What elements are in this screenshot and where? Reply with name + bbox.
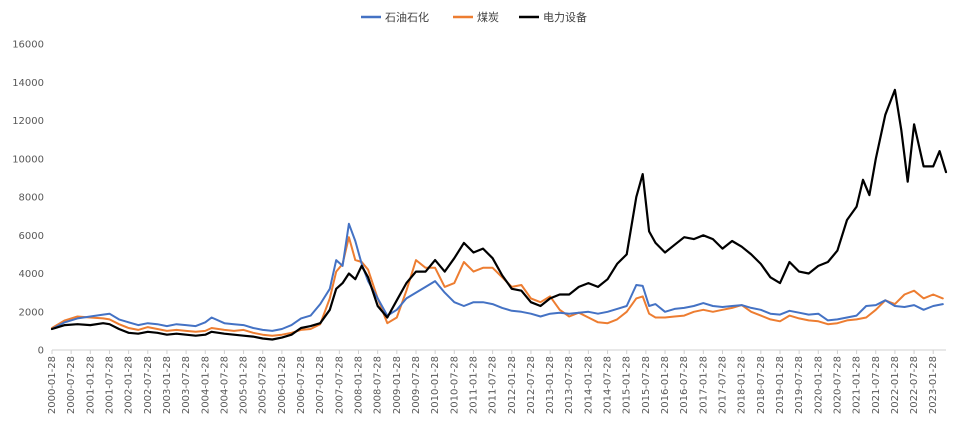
y-tick-label: 8000: [19, 193, 44, 204]
x-tick-label: 2013-01-28: [545, 356, 556, 414]
x-tick-label: 2005-07-28: [258, 356, 269, 414]
x-tick-label: 2010-07-28: [449, 356, 460, 414]
y-axis: 0 2000 4000 6000 8000 10000 12000 14000 16000: [12, 40, 44, 357]
x-tick-label: 2003-01-28: [162, 356, 173, 414]
x-tick-label: 2004-07-28: [219, 356, 230, 414]
x-tick-label: 2007-07-28: [334, 356, 345, 414]
x-tick-label: 2023-01-28: [928, 356, 939, 414]
x-tick-label: 2006-01-28: [277, 356, 288, 414]
y-tick-label: 14000: [12, 78, 44, 89]
x-tick-label: 2009-07-28: [411, 356, 422, 414]
y-tick-label: 16000: [12, 40, 44, 51]
x-tick-label: 2011-07-28: [488, 356, 499, 414]
series-line: [51, 222, 944, 332]
x-tick-label: 2022-07-28: [909, 356, 920, 414]
x-tick-label: 2000-01-28: [47, 356, 58, 414]
x-tick-label: 2000-07-28: [66, 356, 77, 414]
x-tick-label: 2021-07-28: [871, 356, 882, 414]
x-tick-label: 2014-01-28: [583, 356, 594, 414]
x-tick-label: 2016-07-28: [679, 356, 690, 414]
y-tick-label: 4000: [19, 269, 44, 280]
legend-label: 电力设备: [543, 10, 587, 24]
x-axis: 2000-01-28 2000-07-28 2001-01-28 2001-07-28…: [47, 349, 946, 414]
y-tick-label: 10000: [12, 154, 44, 165]
x-tick-label: 2006-07-28: [296, 356, 307, 414]
legend-label: 石油石化: [385, 10, 429, 24]
x-tick-label: 2004-01-28: [200, 356, 211, 414]
x-tick-label: 2019-07-28: [794, 356, 805, 414]
x-tick-label: 2012-07-28: [526, 356, 537, 414]
x-tick-label: 2013-07-28: [564, 356, 575, 414]
x-tick-label: 2018-07-28: [756, 356, 767, 414]
x-tick-label: 2008-01-28: [354, 356, 365, 414]
y-tick-label: 0: [38, 346, 44, 357]
x-tick-label: 2007-01-28: [315, 356, 326, 414]
x-tick-label: 2003-07-28: [181, 356, 192, 414]
x-tick-label: 2020-01-28: [813, 356, 824, 414]
x-tick-label: 2009-01-28: [392, 356, 403, 414]
x-tick-label: 2015-01-28: [622, 356, 633, 414]
x-tick-label: 2005-01-28: [239, 356, 250, 414]
legend: 石油石化 煤炭 电力设备: [361, 10, 587, 24]
x-tick-label: 2008-07-28: [373, 356, 384, 414]
x-tick-label: 2014-07-28: [603, 356, 614, 414]
x-tick-label: 2001-01-28: [85, 356, 96, 414]
x-tick-label: 2017-07-28: [718, 356, 729, 414]
x-tick-label: 2017-01-28: [698, 356, 709, 414]
x-tick-label: 2012-01-28: [507, 356, 518, 414]
legend-label: 煤炭: [477, 11, 499, 24]
x-tick-label: 2018-01-28: [737, 356, 748, 414]
series-line: [50, 88, 948, 341]
x-tick-label: 2019-01-28: [775, 356, 786, 414]
plot-area: [50, 88, 948, 341]
x-tick-label: 2016-01-28: [660, 356, 671, 414]
x-tick-label: 2011-01-28: [468, 356, 479, 414]
x-tick-label: 2022-01-28: [890, 356, 901, 414]
series-line: [51, 236, 944, 337]
x-tick-label: 2002-07-28: [143, 356, 154, 414]
x-tick-label: 2010-01-28: [430, 356, 441, 414]
y-tick-label: 12000: [12, 116, 44, 127]
y-tick-label: 2000: [19, 307, 44, 318]
x-tick-label: 2021-01-28: [852, 356, 863, 414]
x-tick-label: 2001-07-28: [104, 356, 115, 414]
y-tick-label: 6000: [19, 231, 44, 242]
x-tick-label: 2002-01-28: [124, 356, 135, 414]
x-tick-label: 2015-07-28: [641, 356, 652, 414]
x-tick-label: 2020-07-28: [832, 356, 843, 414]
